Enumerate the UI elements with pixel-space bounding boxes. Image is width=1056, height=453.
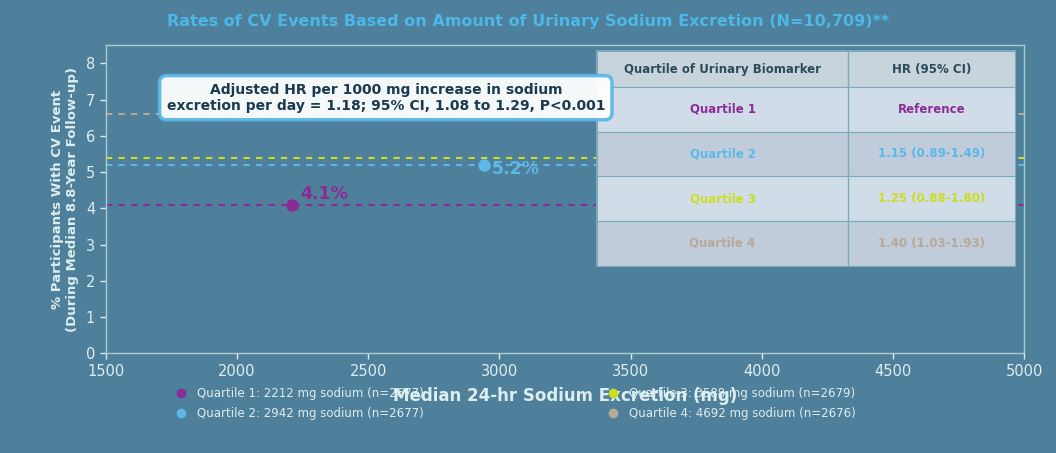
Text: Quartile 4: 4692 mg sodium (n=2676): Quartile 4: 4692 mg sodium (n=2676) [629,407,856,420]
Text: Adjusted HR per 1000 mg increase in sodium
excretion per day = 1.18; 95% CI, 1.0: Adjusted HR per 1000 mg increase in sodi… [167,82,605,113]
Bar [597,131,1015,176]
Bar [597,176,1015,221]
Text: Quartile 3: Quartile 3 [690,192,755,205]
Bar [597,221,1015,265]
Text: 6.6%: 6.6% [951,94,999,112]
Y-axis label: % Participants With CV Event
(During Median 8.8-Year Follow-up): % Participants With CV Event (During Med… [51,67,79,332]
Text: Rates of CV Events Based on Amount of Urinary Sodium Excretion (N=10,709)**: Rates of CV Events Based on Amount of Ur… [167,14,889,29]
Text: Reference: Reference [898,103,965,116]
Text: 1.40 (1.03-1.93): 1.40 (1.03-1.93) [878,237,985,250]
Text: Quartile 2: 2942 mg sodium (n=2677): Quartile 2: 2942 mg sodium (n=2677) [197,407,425,420]
Text: 5.4%: 5.4% [661,138,710,156]
Text: 5.2%: 5.2% [492,159,540,178]
Bar [597,52,1015,265]
Text: HR (95% CI): HR (95% CI) [892,63,972,76]
Text: Quartile of Urinary Biomarker: Quartile of Urinary Biomarker [624,63,821,76]
Bar [597,87,1015,131]
Text: Quartile 1: Quartile 1 [690,103,755,116]
Text: Quartile 4: Quartile 4 [690,237,756,250]
Bar [597,52,1015,87]
Text: Quartile 2: Quartile 2 [690,147,755,160]
Text: Quartile 1: 2212 mg sodium (n=2677): Quartile 1: 2212 mg sodium (n=2677) [197,387,425,400]
Text: 1.25 (0.88-1.80): 1.25 (0.88-1.80) [878,192,985,205]
X-axis label: Median 24-hr Sodium Excretion (mg): Median 24-hr Sodium Excretion (mg) [393,387,737,405]
Text: 1.15 (0.89-1.49): 1.15 (0.89-1.49) [878,147,985,160]
Text: Quartile 3: 3588 mg sodium (n=2679): Quartile 3: 3588 mg sodium (n=2679) [629,387,855,400]
Text: 4.1%: 4.1% [300,185,348,203]
